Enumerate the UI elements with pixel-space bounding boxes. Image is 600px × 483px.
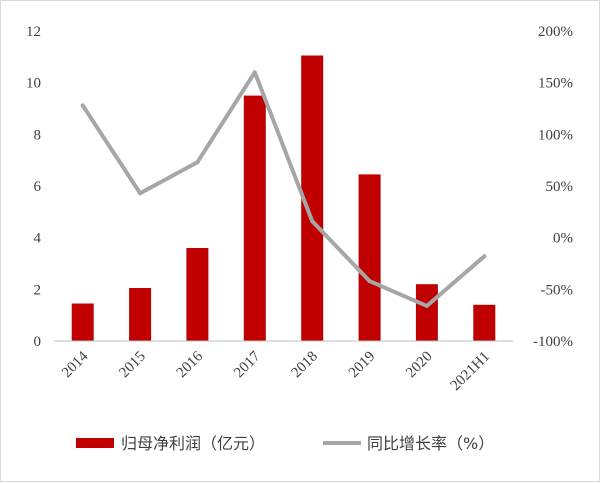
bar-2020 (415, 284, 438, 341)
bar-2015 (129, 288, 152, 341)
y-right-tick-label: 100% (538, 127, 573, 143)
y-right-tick-label: 50% (546, 179, 574, 195)
y-right-tick-label: -50% (541, 282, 574, 298)
legend-label-line: 同比增长率（%） (367, 434, 494, 453)
bar-2017 (243, 95, 266, 341)
x-tick-label: 2016 (174, 348, 207, 381)
y-left-tick-label: 2 (34, 282, 42, 298)
y-left-tick-label: 12 (26, 24, 41, 40)
legend-label-bar: 归母净利润（亿元） (121, 434, 265, 453)
bar-2018 (301, 55, 324, 341)
x-tick-label: 2017 (231, 348, 264, 381)
legend: 归母净利润（亿元） 同比增长率（%） (76, 434, 494, 453)
bar-2019 (358, 174, 381, 341)
x-tick-label: 2021H1 (448, 349, 493, 394)
growth-point-2020 (424, 303, 429, 308)
y-right-tick-label: -100% (533, 334, 573, 350)
y-right-tick-label: 0% (553, 231, 573, 247)
legend-swatch-bar (76, 438, 114, 448)
growth-point-2021H1 (482, 254, 487, 259)
growth-rate-line (80, 70, 487, 308)
y-right-tick-label: 150% (538, 76, 573, 92)
bar-2016 (186, 248, 209, 341)
y-left-tick-label: 8 (34, 127, 42, 143)
growth-point-2014 (80, 103, 85, 108)
bar-2021H1 (473, 304, 496, 341)
x-tick-label: 2018 (289, 349, 322, 382)
x-tick-label: 2015 (116, 349, 149, 382)
bar-2014 (71, 303, 94, 341)
growth-point-2018 (310, 219, 315, 224)
growth-point-2016 (195, 160, 200, 165)
x-tick-label: 2020 (403, 349, 436, 382)
y-right-tick-label: 200% (538, 24, 573, 40)
growth-point-2019 (367, 279, 372, 284)
x-tick-label: 2019 (346, 349, 379, 382)
y-left-tick-label: 6 (34, 179, 42, 195)
x-tick-label: 2014 (59, 348, 92, 381)
y-left-tick-label: 10 (26, 76, 41, 92)
growth-point-2017 (252, 70, 257, 75)
y-left-tick-label: 0 (34, 334, 42, 350)
growth-point-2015 (138, 191, 143, 196)
y-left-tick-label: 4 (34, 231, 42, 247)
